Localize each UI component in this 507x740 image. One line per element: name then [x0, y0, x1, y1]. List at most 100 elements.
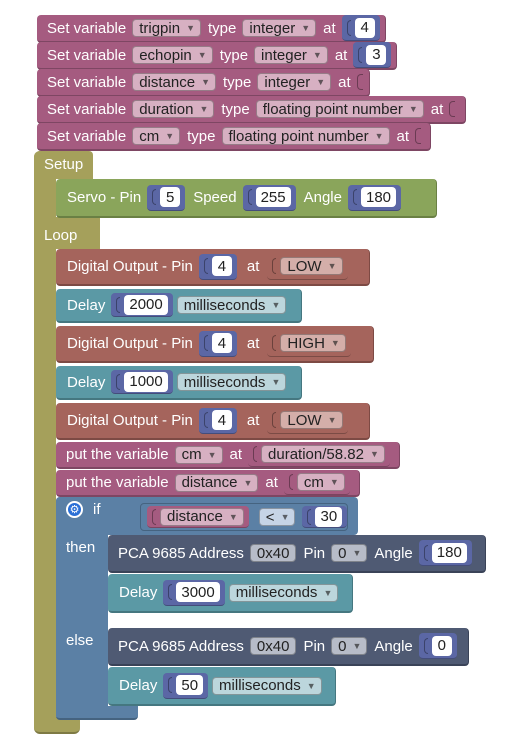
variable-type-dropdown[interactable]: integer ▼ [257, 73, 332, 91]
set-variable-block-trigpin[interactable]: Set variable trigpin ▼ type integer ▼ at 4 [37, 15, 386, 43]
pca-angle-input[interactable]: 180 [431, 542, 467, 563]
set-variable-block-echopin[interactable]: Set variable echopin ▼ type integer ▼ at 3 [37, 42, 397, 70]
time-unit-dropdown[interactable]: milliseconds ▼ [228, 583, 339, 602]
condition-variable-dropdown[interactable]: distance ▼ [160, 507, 244, 526]
delay-ms-slot[interactable]: 2000 [111, 293, 173, 317]
caret-down-icon: ▼ [352, 548, 362, 558]
variable-name-dropdown[interactable]: distance ▼ [174, 473, 259, 492]
delay-ms-input[interactable]: 3000 [176, 582, 220, 602]
delay-ms-slot[interactable]: 3000 [163, 579, 225, 606]
state-slot[interactable]: LOW ▼ [267, 407, 348, 434]
delay-ms-input[interactable]: 2000 [124, 294, 168, 315]
empty-value-socket[interactable] [415, 128, 422, 144]
digital-output-block[interactable]: Digital Output - Pin 4 at LOW ▼ [56, 403, 370, 440]
pca9685-block[interactable]: PCA 9685 Address 0x40 Pin 0 ▼ Angle 180 [108, 535, 486, 573]
caret-down-icon: ▼ [243, 477, 253, 488]
pin-slot[interactable]: 4 [198, 253, 237, 280]
pin-input[interactable]: 4 [211, 333, 232, 353]
empty-value-socket[interactable] [356, 74, 363, 90]
variable-type-dropdown[interactable]: integer ▼ [242, 19, 317, 37]
value-input[interactable]: 3 [366, 44, 387, 65]
delay-ms-slot[interactable]: 1000 [111, 370, 173, 394]
servo-angle-slot[interactable]: 180 [347, 184, 402, 211]
empty-value-socket[interactable] [449, 101, 456, 117]
gear-icon[interactable]: ⚙ [66, 501, 83, 518]
state-slot[interactable]: HIGH ▼ [267, 330, 351, 357]
servo-speed-slot[interactable]: 255 [242, 184, 296, 211]
pin-input[interactable]: 4 [211, 256, 232, 276]
pca-pin-dropdown[interactable]: 0 ▼ [331, 544, 368, 562]
setup-footer [34, 217, 100, 249]
time-unit-dropdown[interactable]: milliseconds ▼ [212, 676, 322, 695]
digital-output-block[interactable]: Digital Output - Pin 4 at HIGH ▼ [56, 326, 374, 363]
pca-address-dropdown[interactable]: 0x40 [249, 544, 297, 562]
state-dropdown[interactable]: HIGH ▼ [280, 334, 346, 352]
servo-angle-input[interactable]: 180 [360, 187, 397, 207]
if-label: if [93, 501, 101, 518]
delay-block[interactable]: Delay 50 milliseconds ▼ [108, 667, 336, 706]
condition-variable-slot[interactable]: distance ▼ [147, 506, 249, 528]
time-unit-dropdown[interactable]: milliseconds ▼ [176, 373, 287, 391]
pin-slot[interactable]: 4 [198, 407, 237, 434]
then-else-divider [56, 613, 108, 627]
set-variable-label: Set variable [47, 127, 127, 145]
set-variable-block-distance[interactable]: Set variable distance ▼ type integer ▼ at [37, 69, 370, 97]
delay-block[interactable]: Delay 3000 milliseconds ▼ [108, 574, 353, 613]
variable-name-dropdown[interactable]: cm ▼ [132, 127, 181, 145]
expression-slot[interactable]: duration/58.82 ▼ [248, 442, 390, 467]
at-label: at [396, 127, 410, 145]
delay-ms-slot[interactable]: 50 [163, 672, 209, 699]
value-input[interactable]: 4 [354, 17, 375, 38]
pin-input[interactable]: 4 [211, 410, 232, 430]
comparison-block[interactable]: distance ▼ < ▼ 30 [140, 503, 348, 531]
variable-name-dropdown[interactable]: cm ▼ [174, 445, 223, 464]
caret-down-icon: ▼ [329, 477, 339, 487]
caret-down-icon: ▼ [280, 512, 290, 522]
variable-name-dropdown[interactable]: duration ▼ [132, 100, 215, 118]
put-variable-block-cm[interactable]: put the variable cm ▼ at duration/58.82 ▼ [56, 442, 400, 469]
variable-type-dropdown[interactable]: floating point number ▼ [221, 127, 390, 145]
state-dropdown[interactable]: LOW ▼ [280, 257, 343, 275]
pca-pin-dropdown[interactable]: 0 ▼ [331, 637, 368, 655]
servo-speed-input[interactable]: 255 [255, 187, 291, 207]
state-slot[interactable]: LOW ▼ [267, 253, 348, 280]
caret-down-icon: ▼ [271, 300, 281, 310]
source-variable-dropdown[interactable]: cm ▼ [296, 473, 345, 491]
pca-angle-input[interactable]: 0 [431, 635, 452, 656]
digital-output-block[interactable]: Digital Output - Pin 4 at LOW ▼ [56, 249, 370, 286]
pca-angle-slot[interactable]: 180 [418, 540, 472, 566]
variable-type-dropdown[interactable]: floating point number ▼ [255, 100, 424, 118]
set-variable-label: Set variable [47, 46, 127, 64]
caret-down-icon: ▼ [352, 641, 362, 651]
pca9685-block[interactable]: PCA 9685 Address 0x40 Pin 0 ▼ Angle 0 [108, 628, 469, 666]
set-variable-block-duration[interactable]: Set variable duration ▼ type floating poi… [37, 96, 466, 124]
caret-down-icon: ▼ [301, 23, 311, 33]
condition-value-slot[interactable]: 30 [302, 506, 348, 528]
variable-type-dropdown[interactable]: integer ▼ [254, 46, 328, 64]
setup-loop-block[interactable] [34, 151, 56, 731]
value-slot[interactable]: 4 [341, 15, 380, 41]
pca-address-dropdown[interactable]: 0x40 [249, 637, 297, 655]
servo-pin-slot[interactable]: 5 [147, 184, 186, 211]
delay-block[interactable]: Delay 1000 milliseconds ▼ [56, 366, 302, 400]
source-variable-slot[interactable]: cm ▼ [283, 470, 350, 495]
time-unit-dropdown[interactable]: milliseconds ▼ [176, 296, 287, 314]
servo-block[interactable]: Servo - Pin 5 Speed 255 Angle 180 [56, 179, 437, 218]
pca-angle-slot[interactable]: 0 [418, 633, 457, 659]
delay-ms-input[interactable]: 50 [176, 675, 204, 695]
delay-block[interactable]: Delay 2000 milliseconds ▼ [56, 289, 302, 323]
state-dropdown[interactable]: LOW ▼ [280, 411, 343, 429]
servo-pin-input[interactable]: 5 [160, 187, 181, 207]
variable-name-dropdown[interactable]: trigpin ▼ [132, 19, 201, 37]
comparison-operator-dropdown[interactable]: < ▼ [258, 508, 296, 526]
set-variable-block-cm[interactable]: Set variable cm ▼ type floating point num… [37, 123, 431, 151]
delay-ms-input[interactable]: 1000 [124, 371, 168, 392]
variable-name-dropdown[interactable]: distance ▼ [132, 73, 217, 91]
condition-value-input[interactable]: 30 [315, 506, 343, 527]
pca-title: PCA 9685 Address [118, 637, 244, 655]
put-variable-block-distance[interactable]: put the variable distance ▼ at cm ▼ [56, 470, 360, 497]
expression-dropdown[interactable]: duration/58.82 ▼ [261, 445, 385, 463]
pin-slot[interactable]: 4 [198, 330, 237, 357]
value-slot[interactable]: 3 [353, 42, 392, 68]
variable-name-dropdown[interactable]: echopin ▼ [132, 46, 213, 64]
